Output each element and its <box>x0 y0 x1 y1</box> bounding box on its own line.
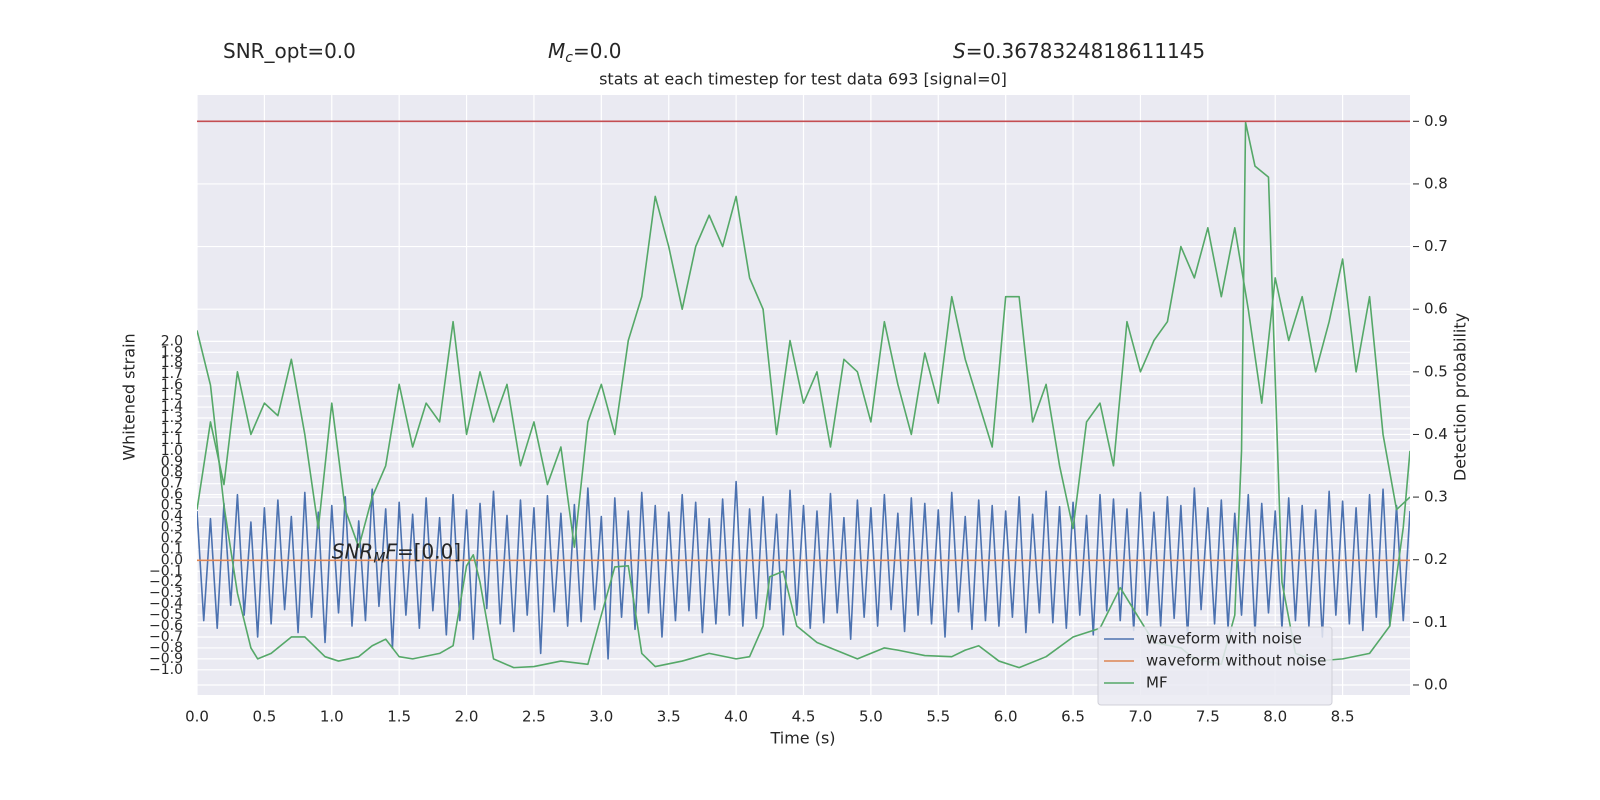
y2-tick-label: 0.8 <box>1424 174 1448 192</box>
y-tick-label: −0.7 <box>149 629 183 645</box>
x-tick-label: 5.5 <box>926 708 950 726</box>
series-line <box>197 480 1410 660</box>
x-tick-label: 6.5 <box>1061 708 1085 726</box>
y-tick-label: 1.9 <box>161 344 183 360</box>
y-axis-label: Whitened strain <box>120 333 139 460</box>
y-tick-label: 1.5 <box>161 388 183 404</box>
stat-part: SNR_opt=0.0 <box>223 39 356 63</box>
legend-label: MF <box>1146 674 1168 692</box>
y-tick-label: 1.6 <box>161 377 183 393</box>
y-tick-label: 1.0 <box>161 443 183 459</box>
y2-tick-label: 0.4 <box>1424 425 1448 443</box>
series-line <box>197 195 1410 548</box>
legend-box <box>1097 626 1333 706</box>
labels: 0.0 0.5 1.0 1.5 2.0 2.5 3.0 3.5 4.0 4.5 5.0 5.5 6.0 6… <box>149 39 1448 726</box>
x-tick-label: 2.0 <box>455 708 479 726</box>
y-tick-label: 1.4 <box>161 399 183 415</box>
series-line <box>197 121 1410 669</box>
legend-label: waveform with noise <box>1146 630 1302 648</box>
y-tick-label: 0.4 <box>161 509 183 525</box>
math-base: SNR <box>332 539 374 563</box>
y-tick-label: 1.8 <box>161 355 183 371</box>
y-tick-label: 0.7 <box>161 476 183 492</box>
math-base: S <box>953 39 966 63</box>
x-tick-label: 7.5 <box>1196 708 1220 726</box>
snr-annotation: SNRMF=[0.0] <box>332 539 461 567</box>
x-tick-label: 2.5 <box>522 708 546 726</box>
y-tick-label: 0.8 <box>161 465 183 481</box>
plot-lines <box>197 120 1410 669</box>
x-axis-label: Time (s) <box>769 729 835 748</box>
y-tick-label: 1.3 <box>161 410 183 426</box>
y2-tick-label: 0.7 <box>1424 237 1448 255</box>
y-tick-label: −0.1 <box>149 563 183 579</box>
y-tick-label: 0.5 <box>161 498 183 514</box>
y2-tick-label: 0.5 <box>1424 362 1448 380</box>
math-rest: =0.3678324818611145 <box>966 39 1205 63</box>
stat-text: Mc=0.0 <box>548 39 622 67</box>
legend: waveform with noise waveform without nois… <box>1097 626 1333 706</box>
x-tick-label: 1.5 <box>387 708 411 726</box>
x-tick-label: 0.0 <box>185 708 209 726</box>
math-subscript: c <box>565 50 573 66</box>
x-tick-label: 5.0 <box>859 708 883 726</box>
y2-tick-label: 0.2 <box>1424 550 1448 568</box>
x-tick-label: 8.0 <box>1263 708 1287 726</box>
y-tick-label: 0.3 <box>161 519 183 535</box>
math-rest: =0.0 <box>573 39 622 63</box>
y-tick-label: −1.0 <box>149 662 183 678</box>
legend-label: waveform without noise <box>1146 652 1326 670</box>
math-base: M <box>548 39 565 63</box>
x-tick-label: 6.0 <box>994 708 1018 726</box>
x-tick-label: 8.5 <box>1331 708 1355 726</box>
y-tick-label: 0.2 <box>161 530 183 546</box>
x-tick-label: 0.5 <box>252 708 276 726</box>
y-tick-label: 1.1 <box>161 432 183 448</box>
x-tick-label: 3.5 <box>657 708 681 726</box>
y-tick-label: 0.1 <box>161 541 183 557</box>
y2-tick-label: 0.6 <box>1424 300 1448 318</box>
x-tick-label: 4.5 <box>792 708 816 726</box>
stat-text: SNR_opt=0.0 <box>223 39 356 63</box>
math-tail: F <box>385 539 397 563</box>
y2-tick-label: 0.3 <box>1424 488 1448 506</box>
y-tick-label: −0.2 <box>149 574 183 590</box>
y-tick-label: 2.0 <box>161 333 183 349</box>
x-tick-label: 1.0 <box>320 708 344 726</box>
y-tick-label: 1.2 <box>161 421 183 437</box>
y-tick-label: −0.8 <box>149 640 183 656</box>
y-tick-label: −0.5 <box>149 607 183 623</box>
y2-tick-label: 0.1 <box>1424 613 1448 631</box>
y2-tick-label: 0.9 <box>1424 112 1448 130</box>
math-rest: =[0.0] <box>397 539 461 563</box>
chart-title: stats at each timestep for test data 693… <box>599 70 1007 89</box>
x-tick-label: 3.0 <box>589 708 613 726</box>
y-tick-label: 0.9 <box>161 454 183 470</box>
y-tick-label: −0.6 <box>149 618 183 634</box>
y-tick-label: 0.6 <box>161 487 183 503</box>
y-tick-label: −0.3 <box>149 585 183 601</box>
y2-tick-label: 0.0 <box>1424 675 1448 693</box>
y-tick-label: 0.0 <box>161 552 183 568</box>
y-tick-label: −0.4 <box>149 596 183 612</box>
x-tick-label: 7.0 <box>1129 708 1153 726</box>
stat-text: S=0.3678324818611145 <box>953 39 1205 63</box>
y-tick-label: −0.9 <box>149 651 183 667</box>
math-subscript: M <box>373 550 385 566</box>
y-tick-label: 1.7 <box>161 366 183 382</box>
y2-axis-label: Detection probability <box>1451 313 1470 481</box>
x-tick-label: 4.0 <box>724 708 748 726</box>
